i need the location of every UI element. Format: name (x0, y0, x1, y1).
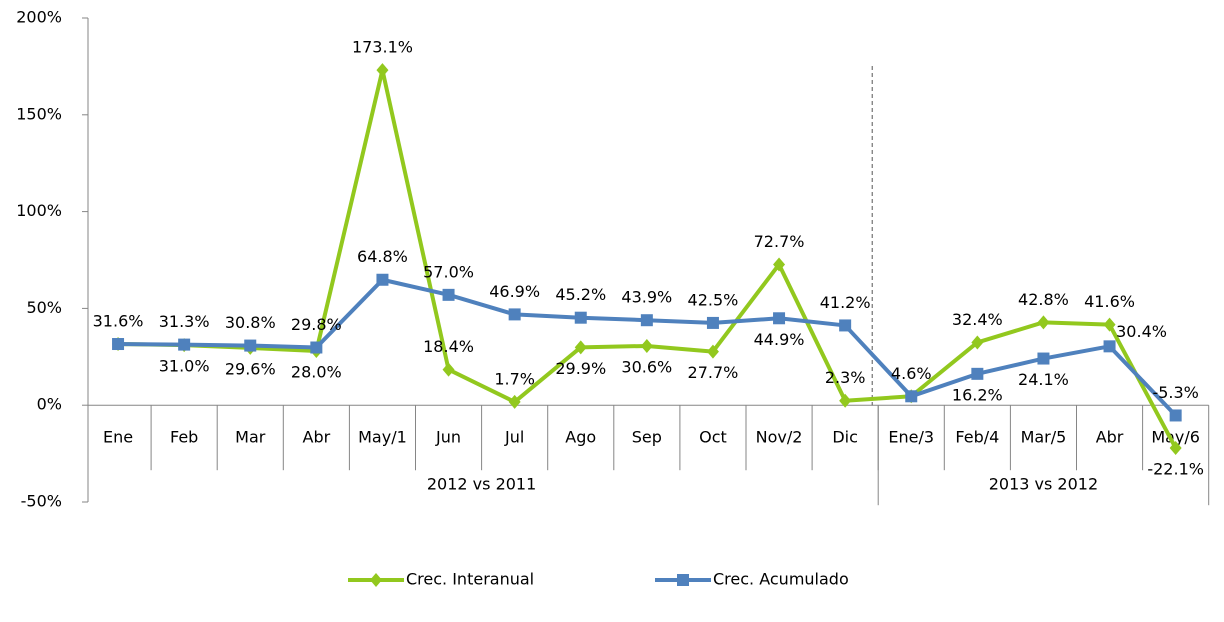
legend-marker (677, 574, 689, 586)
marker (508, 308, 521, 321)
marker (376, 273, 389, 286)
marker (1037, 352, 1050, 365)
x-tick-label: Sep (632, 428, 662, 447)
marker (706, 344, 719, 359)
x-tick-label: Feb/4 (955, 428, 999, 447)
data-label: 28.0% (291, 362, 342, 381)
marker (839, 393, 852, 408)
x-tick-label: Ago (565, 428, 596, 447)
y-tick-label: 0% (37, 395, 62, 414)
data-label: 43.9% (621, 288, 672, 307)
marker (376, 63, 389, 78)
marker (773, 257, 786, 272)
x-tick-label: Abr (1096, 428, 1124, 447)
y-tick-label: 200% (16, 8, 62, 27)
data-label: 29.6% (225, 359, 276, 378)
y-tick-label: 50% (26, 298, 62, 317)
data-label: 30.6% (621, 357, 672, 376)
y-tick-label: -50% (21, 492, 62, 511)
marker (640, 314, 653, 327)
data-label: -22.1% (1147, 459, 1204, 478)
group-label: 2013 vs 2012 (989, 475, 1098, 494)
data-label: 45.2% (555, 285, 606, 304)
x-tick-label: Abr (303, 428, 331, 447)
x-tick-label: Ene (103, 428, 133, 447)
x-tick-label: Jul (504, 428, 524, 447)
series-line (118, 68, 1178, 449)
x-tick-label: May/1 (358, 428, 407, 447)
marker (112, 338, 125, 351)
marker (442, 362, 455, 377)
marker (442, 288, 455, 301)
x-tick-label: Dic (832, 428, 858, 447)
data-label: 32.4% (952, 310, 1003, 329)
x-tick-label: Mar/5 (1021, 428, 1067, 447)
marker (574, 340, 587, 355)
x-tick-label: Oct (699, 428, 727, 447)
x-tick-label: Nov/2 (756, 428, 803, 447)
marker (1169, 440, 1182, 455)
data-label: 30.8% (225, 313, 276, 332)
legend-label: Crec. Interanual (406, 570, 534, 589)
x-tick-label: Feb (170, 428, 198, 447)
marker (244, 339, 257, 352)
marker (1103, 317, 1116, 332)
x-tick-label: Mar (235, 428, 266, 447)
data-label: 173.1% (352, 38, 413, 57)
data-label: 30.4% (1116, 322, 1167, 341)
marker (178, 338, 191, 351)
marker (1169, 409, 1182, 422)
data-label: 57.0% (423, 262, 474, 281)
x-tick-label: May/6 (1151, 428, 1200, 447)
marker (971, 367, 984, 380)
legend-marker (370, 573, 382, 587)
marker (706, 316, 719, 329)
data-label: 24.1% (1018, 370, 1069, 389)
x-tick-label: Ene/3 (888, 428, 934, 447)
data-label: 4.6% (891, 364, 932, 383)
data-label: 18.4% (423, 337, 474, 356)
data-label: 16.2% (952, 385, 1003, 404)
marker (640, 338, 653, 353)
marker (905, 390, 918, 403)
data-label: 29.9% (555, 359, 606, 378)
data-label: 44.9% (754, 330, 805, 349)
data-label: 27.7% (688, 363, 739, 382)
marker (839, 319, 852, 332)
data-label: 41.2% (820, 293, 871, 312)
y-tick-label: 150% (16, 104, 62, 123)
data-label: 46.9% (489, 282, 540, 301)
marker (971, 335, 984, 350)
data-label: 64.8% (357, 247, 408, 266)
data-label: 31.3% (159, 312, 210, 331)
marker (508, 394, 521, 409)
data-label: 72.7% (754, 232, 805, 251)
data-label: 42.5% (688, 290, 739, 309)
data-label: 1.7% (494, 369, 535, 388)
data-label: 29.8% (291, 315, 342, 334)
data-label: 41.6% (1084, 292, 1135, 311)
data-label: 42.8% (1018, 290, 1069, 309)
data-label: 31.0% (159, 357, 210, 376)
marker (1103, 340, 1116, 353)
marker (773, 312, 786, 325)
data-label: 2.3% (825, 368, 866, 387)
legend-label: Crec. Acumulado (713, 570, 849, 589)
marker (574, 311, 587, 324)
x-tick-label: Jun (435, 428, 461, 447)
data-label: 31.6% (93, 312, 144, 331)
y-tick-label: 100% (16, 201, 62, 220)
data-label: -5.3% (1152, 383, 1198, 402)
group-label: 2012 vs 2011 (427, 475, 536, 494)
marker (310, 341, 323, 354)
marker (1037, 315, 1050, 330)
